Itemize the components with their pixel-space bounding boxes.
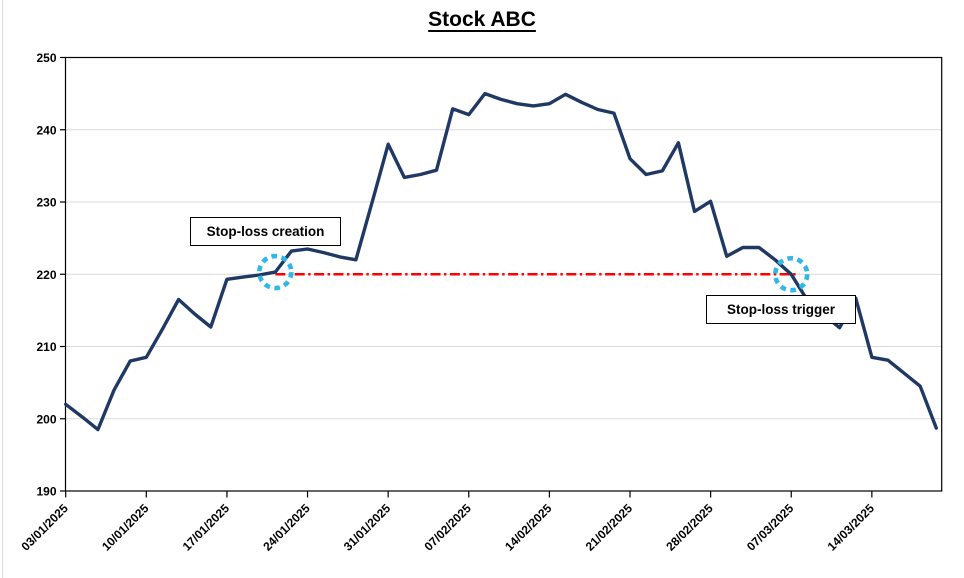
y-tick-label: 190	[36, 485, 56, 499]
y-tick-label: 230	[36, 196, 56, 210]
x-tick-label: 07/03/2025	[744, 501, 797, 554]
x-tick-label: 21/02/2025	[583, 501, 636, 554]
y-tick-label: 220	[36, 268, 56, 282]
y-tick-label: 250	[36, 51, 56, 65]
price-line	[63, 91, 938, 432]
y-tick-label: 200	[36, 412, 56, 426]
stop-loss-creation-callout: Stop-loss creation	[190, 217, 341, 246]
x-tick-label: 24/01/2025	[260, 501, 313, 554]
chart-title-text: Stock ABC	[428, 8, 536, 31]
x-tick-label: 28/02/2025	[663, 501, 716, 554]
x-tick-label: 10/01/2025	[99, 501, 152, 554]
spreadsheet-gridline	[2, 0, 3, 578]
x-tick-label: 14/03/2025	[825, 501, 878, 554]
stop-loss-trigger-label: Stop-loss trigger	[726, 302, 835, 317]
stop-loss-creation-label: Stop-loss creation	[206, 224, 325, 239]
stop-loss-creation-marker	[256, 253, 294, 291]
x-tick-label: 14/02/2025	[502, 501, 555, 554]
stop-loss-trigger-marker	[772, 255, 810, 293]
y-tick-label: 210	[36, 340, 56, 354]
stop-loss-trigger-callout: Stop-loss trigger	[706, 295, 856, 324]
y-tick-label: 240	[36, 123, 56, 137]
chart-title: Stock ABC	[0, 8, 964, 32]
x-tick-label: 17/01/2025	[180, 501, 233, 554]
x-tick-label: 31/01/2025	[341, 501, 394, 554]
x-tick-label: 07/02/2025	[422, 501, 475, 554]
x-tick-label: 03/01/2025	[18, 501, 71, 554]
